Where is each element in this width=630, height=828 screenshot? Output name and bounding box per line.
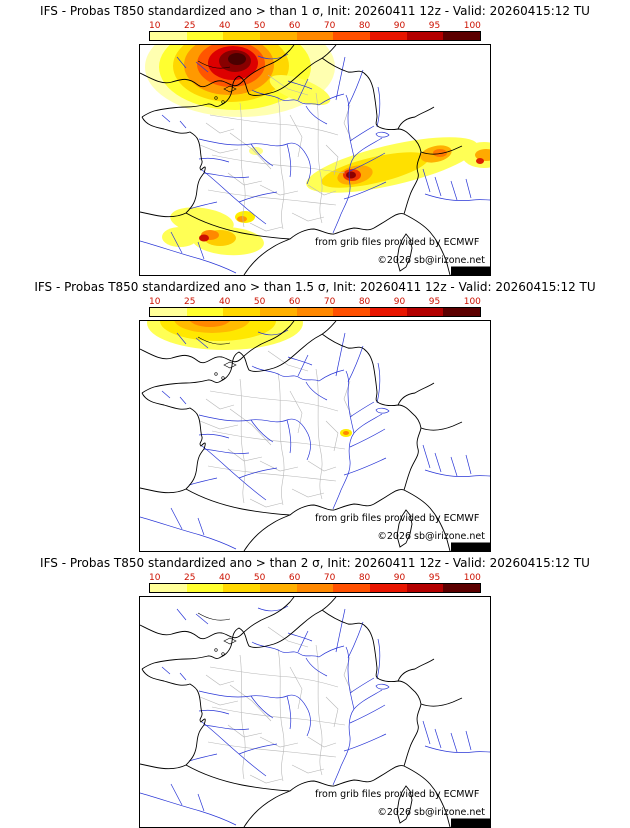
colorbar-tick-label: 70: [323, 297, 336, 307]
colorbar-tick-label: 95: [428, 573, 441, 583]
colorbar-ticks: 10 25 40 50 60 70 80 90 95 100: [149, 573, 481, 583]
probability-blob: [433, 149, 447, 157]
colorbar-tick-label: 90: [393, 297, 406, 307]
copyright-text: ©2026 sb@irizone.net: [377, 807, 485, 818]
colorbar-tick-label: 40: [218, 573, 231, 583]
probability-blob: [174, 321, 250, 333]
colorbar-bar: [149, 31, 481, 41]
colorbar-tick-label: 40: [218, 297, 231, 307]
panel-title: IFS - Probas T850 standardized ano > tha…: [34, 280, 596, 294]
probability-blob: [343, 431, 349, 435]
colorbar-tick-label: 70: [323, 21, 336, 31]
colorbar-bar: [149, 307, 481, 317]
colorbar-segment: [333, 32, 371, 40]
probability-blob: [269, 74, 331, 106]
colorbar-tick-label: 25: [183, 297, 196, 307]
colorbar-segment: [443, 32, 481, 40]
colorbar-segment: [260, 32, 297, 40]
colorbar-tick-label: 70: [323, 573, 336, 583]
colorbar-ticks: 10 25 40 50 60 70 80 90 95 100: [149, 21, 481, 31]
colorbar-tick-label: 50: [253, 297, 266, 307]
colorbar-ticks: 10 25 40 50 60 70 80 90 95 100: [149, 297, 481, 307]
colorbar-tick-label: 100: [463, 21, 481, 31]
colorbar-segment: [223, 308, 261, 316]
colorbar-segment: [333, 584, 371, 592]
probability-blob: [476, 158, 484, 164]
colorbar-tick-label: 25: [183, 21, 196, 31]
colorbar-segment: [443, 308, 481, 316]
colorbar-tick-label: 95: [428, 21, 441, 31]
map-france-prob-gt-1-5-sigma: from grib files provided by ECMWF ©2026 …: [139, 320, 491, 552]
colorbar-segment: [443, 584, 481, 592]
colorbar-segment: [150, 308, 187, 316]
colorbar-tick-label: 10: [149, 21, 161, 31]
probability-blob: [475, 149, 490, 161]
colorbar-tick-label: 90: [393, 573, 406, 583]
colorbar-tick-label: 10: [149, 573, 161, 583]
colorbar-segment: [296, 584, 334, 592]
colorbar-segment: [223, 32, 261, 40]
colorbar-segment: [260, 308, 297, 316]
colorbar-tick-label: 80: [358, 297, 371, 307]
colorbar-segment: [186, 308, 224, 316]
colorbar-tick-label: 80: [358, 21, 371, 31]
colorbar-segment: [370, 308, 407, 316]
colorbar-tick-label: 100: [463, 297, 481, 307]
colorbar-segment: [223, 584, 261, 592]
probability-blob: [162, 227, 198, 247]
colorbar-segment: [296, 308, 334, 316]
probability-blob: [237, 216, 247, 222]
colorbar-segment: [406, 584, 444, 592]
colorbar-tick-label: 60: [288, 21, 301, 31]
probability-shading: [147, 321, 352, 437]
panel-title: IFS - Probas T850 standardized ano > tha…: [40, 556, 590, 570]
attribution-text: from grib files provided by ECMWF: [315, 789, 479, 800]
panel-threshold-1-sigma: IFS - Probas T850 standardized ano > tha…: [0, 0, 630, 276]
colorbar-tick-label: 95: [428, 297, 441, 307]
colorbar-segment: [333, 308, 371, 316]
probability-blob: [199, 234, 209, 242]
colorbar: 10 25 40 50 60 70 80 90 95 100: [149, 573, 481, 593]
colorbar-tick-label: 80: [358, 573, 371, 583]
panel-title: IFS - Probas T850 standardized ano > tha…: [40, 4, 590, 18]
probability-blob: [189, 321, 231, 327]
attribution-text: from grib files provided by ECMWF: [315, 237, 479, 248]
colorbar-segment: [406, 308, 444, 316]
colorbar-tick-label: 60: [288, 297, 301, 307]
map-france-prob-gt-2-sigma: from grib files provided by ECMWF ©2026 …: [139, 596, 491, 828]
colorbar: 10 25 40 50 60 70 80 90 95 100: [149, 297, 481, 317]
colorbar-tick-label: 60: [288, 573, 301, 583]
colorbar-tick-label: 50: [253, 21, 266, 31]
colorbar-tick-label: 100: [463, 573, 481, 583]
probability-blob: [228, 53, 246, 65]
copyright-text: ©2026 sb@irizone.net: [377, 531, 485, 542]
colorbar-segment: [150, 584, 187, 592]
colorbar-tick-label: 25: [183, 573, 196, 583]
panel-threshold-2-sigma: IFS - Probas T850 standardized ano > tha…: [0, 552, 630, 828]
colorbar-segment: [186, 32, 224, 40]
probability-blob: [346, 171, 356, 179]
colorbar-segment: [296, 32, 334, 40]
map-france-prob-gt-1-sigma: from grib files provided by ECMWF ©2026 …: [139, 44, 491, 276]
colorbar-segment: [150, 32, 187, 40]
colorbar: 10 25 40 50 60 70 80 90 95 100: [149, 21, 481, 41]
panel-threshold-1-5-sigma: IFS - Probas T850 standardized ano > tha…: [0, 276, 630, 552]
colorbar-tick-label: 90: [393, 21, 406, 31]
colorbar-segment: [406, 32, 444, 40]
colorbar-tick-label: 50: [253, 573, 266, 583]
colorbar-segment: [370, 32, 407, 40]
copyright-text: ©2026 sb@irizone.net: [377, 255, 485, 266]
probability-shading: [145, 45, 490, 256]
colorbar-bar: [149, 583, 481, 593]
colorbar-segment: [186, 584, 224, 592]
colorbar-segment: [370, 584, 407, 592]
colorbar-segment: [260, 584, 297, 592]
colorbar-tick-label: 10: [149, 297, 161, 307]
attribution-text: from grib files provided by ECMWF: [315, 513, 479, 524]
colorbar-tick-label: 40: [218, 21, 231, 31]
